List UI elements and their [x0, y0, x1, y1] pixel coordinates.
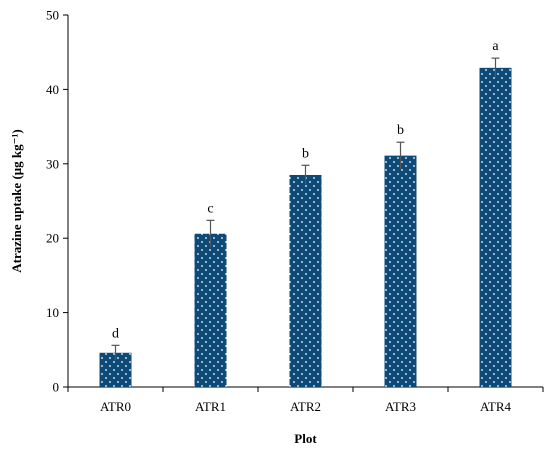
- error-bars: [111, 57, 500, 361]
- bars: [99, 67, 512, 387]
- x-tick-label: ATR4: [480, 399, 512, 414]
- x-axis: ATR0 ATR1 ATR2 ATR3 ATR4: [67, 386, 544, 414]
- bar-atr1: [194, 233, 227, 387]
- x-tick-label: ATR2: [290, 399, 321, 414]
- x-tick-label: ATR0: [100, 399, 131, 414]
- y-tick-label: 0: [53, 380, 60, 395]
- y-tick-label: 10: [46, 305, 59, 320]
- y-ticks: 0 10 20 30 40 50: [46, 8, 68, 395]
- bar-atr2: [289, 174, 322, 387]
- y-tick-label: 30: [46, 156, 59, 171]
- x-tick-label: ATR3: [385, 399, 416, 414]
- significance-letter: b: [397, 123, 404, 138]
- x-tick-label: ATR1: [195, 399, 226, 414]
- y-tick-label: 20: [46, 231, 59, 246]
- significance-letter: a: [492, 39, 499, 54]
- y-tick-label: 50: [46, 8, 59, 23]
- bar-atr3: [384, 155, 417, 387]
- y-axis: 0 10 20 30 40 50: [46, 8, 69, 395]
- y-axis-title: Atrazine uptake (μg kg⁻¹): [9, 129, 24, 272]
- significance-letters: d c b b a: [112, 39, 499, 341]
- significance-letter: b: [302, 146, 309, 161]
- significance-letter: c: [207, 201, 213, 216]
- x-axis-title: Plot: [294, 431, 317, 446]
- significance-letter: d: [112, 326, 119, 341]
- x-ticks: ATR0 ATR1 ATR2 ATR3 ATR4: [67, 387, 544, 414]
- y-tick-label: 40: [46, 82, 59, 97]
- bar-atr4: [479, 67, 512, 387]
